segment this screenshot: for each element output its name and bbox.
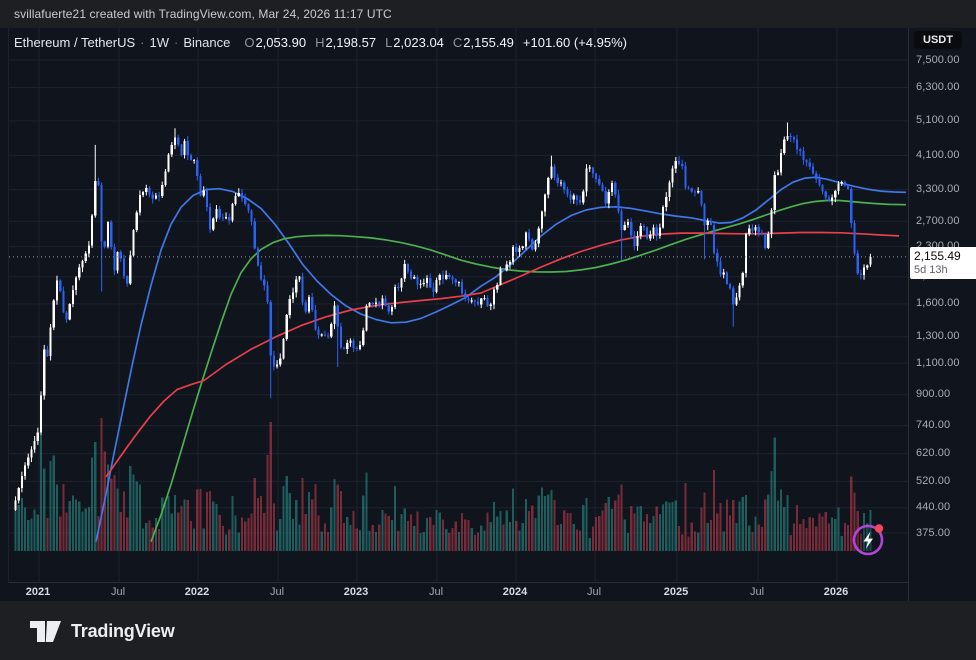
time-tick-year: 2024: [502, 586, 528, 598]
time-tick-month: Jul: [269, 586, 285, 598]
time-tick-year: 2021: [25, 586, 51, 598]
price-tick-label: 4,100.00: [916, 148, 960, 161]
price-tick-label: 520.00: [916, 474, 951, 487]
ma-200w: [105, 231, 900, 478]
current-price-value: 2,155.49: [914, 248, 961, 263]
time-axis[interactable]: 2021 Jul 2022 Jul 2023 Jul 2024 Jul 2025 Jul 2026: [8, 582, 908, 602]
time-tick-month: Jul: [110, 586, 126, 598]
attribution-text: svillafuerte21 created with TradingView.…: [14, 7, 392, 21]
attribution-bar: svillafuerte21 created with TradingView.…: [0, 0, 976, 28]
gridlines: [9, 28, 909, 582]
price-tick-label: 375.00: [916, 526, 951, 539]
price-tick-label: 740.00: [916, 419, 951, 432]
time-tick-year: 2026: [823, 586, 849, 598]
chart-area: Ethereum / TetherUS · 1W · Binance O2,05…: [0, 28, 976, 602]
ohlc-item: H2,198.57: [315, 34, 377, 50]
symbol-title[interactable]: Ethereum / TetherUS: [14, 34, 136, 50]
tradingview-logo-text: TradingView: [71, 621, 175, 641]
separator-dot: ·: [174, 34, 179, 50]
time-tick-month: Jul: [586, 586, 602, 598]
exchange-label[interactable]: Binance: [183, 34, 231, 50]
change-value: +101.60 (+4.95%): [522, 34, 627, 50]
price-tick-label: 1,600.00: [916, 297, 960, 310]
current-price-label: 2,155.49 5d 13h: [910, 246, 976, 279]
chart-pane[interactable]: [8, 28, 909, 582]
price-tick-label: 440.00: [916, 501, 951, 514]
price-tick-label: 2,700.00: [916, 214, 960, 227]
price-tick-label: 6,300.00: [916, 81, 960, 94]
ohlc-item: C2,155.49: [452, 34, 514, 50]
flash-badge[interactable]: [849, 520, 887, 558]
ma-50w: [95, 176, 907, 542]
price-tick-label: 900.00: [916, 388, 951, 401]
footer-bar: TradingView: [0, 601, 976, 660]
tradingview-logo[interactable]: TradingView: [30, 621, 175, 642]
price-tick-label: 5,100.00: [916, 114, 960, 127]
price-tick-label: 1,300.00: [916, 330, 960, 343]
price-tick-label: 1,100.00: [916, 356, 960, 369]
candles-layer: [14, 122, 872, 511]
price-tick-label: 7,500.00: [916, 53, 960, 66]
symbol-header: Ethereum / TetherUS · 1W · Binance O2,05…: [14, 33, 627, 51]
price-tick-label: 620.00: [916, 447, 951, 460]
chart-canvas[interactable]: [9, 28, 909, 582]
currency-toggle-button[interactable]: USDT: [914, 31, 962, 49]
time-tick-month: Jul: [749, 586, 765, 598]
separator-dot: ·: [140, 34, 145, 50]
ohlc-item: O2,053.90: [244, 34, 307, 50]
candle-countdown: 5d 13h: [914, 263, 948, 276]
ma-100w: [150, 199, 907, 542]
volume-bars: [14, 418, 872, 551]
ohlc-item: L2,023.04: [385, 34, 444, 50]
time-tick-year: 2023: [343, 586, 369, 598]
ohlc-values: O2,053.90 H2,198.57 L2,023.04 C2,155.49: [244, 35, 523, 50]
lightning-icon: [852, 524, 884, 556]
price-axis[interactable]: USDT 7,500.00 6,300.00 5,100.00 4,100.00 3,3…: [908, 28, 976, 601]
time-tick-year: 2022: [184, 586, 210, 598]
moving-average-lines: [95, 176, 907, 542]
time-tick-month: Jul: [428, 586, 444, 598]
price-tick-label: 3,300.00: [916, 183, 960, 196]
tradingview-logo-icon: [30, 621, 61, 642]
interval-label[interactable]: 1W: [149, 34, 170, 50]
time-tick-year: 2025: [663, 586, 689, 598]
